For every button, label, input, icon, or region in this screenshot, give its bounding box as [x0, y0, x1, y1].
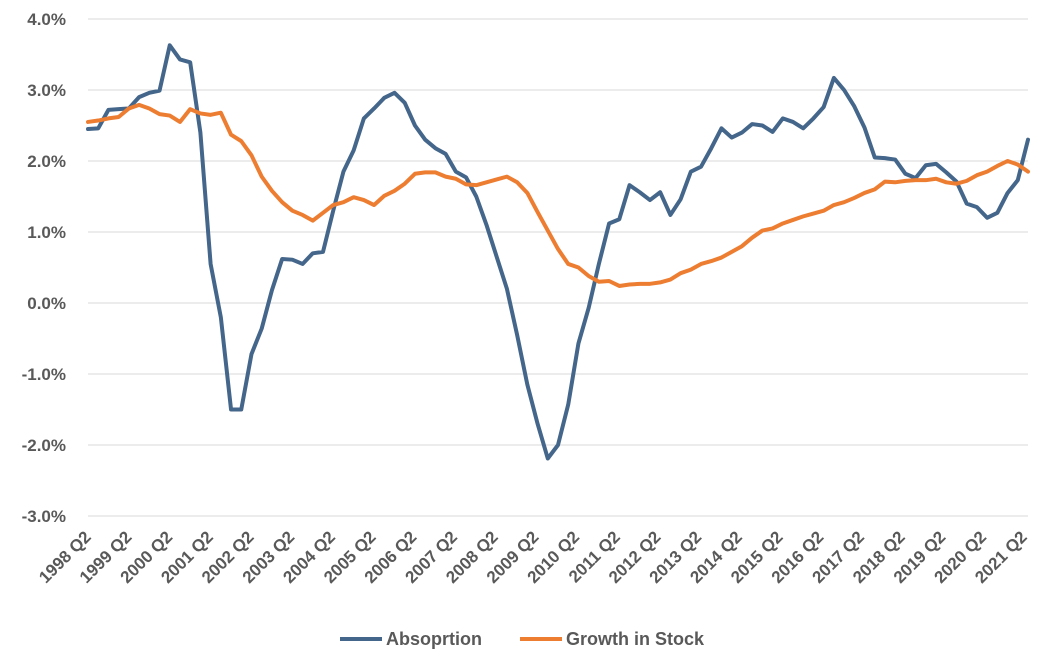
legend-label-growth-in-stock: Growth in Stock	[566, 629, 705, 649]
series-lines	[86, 43, 1030, 461]
y-tick-label: 1.0%	[27, 223, 66, 242]
series-line-growth-in-stock	[86, 102, 1030, 288]
y-tick-label: 4.0%	[27, 10, 66, 29]
y-tick-label: -1.0%	[22, 365, 66, 384]
y-tick-label: 2.0%	[27, 152, 66, 171]
y-tick-label: -2.0%	[22, 436, 66, 455]
series-line-absoprtion	[86, 43, 1030, 461]
y-tick-label: 0.0%	[27, 294, 66, 313]
y-axis-ticks: 4.0% 3.0% 2.0% 1.0% 0.0% -1.0% -2.0% -3.0%	[22, 10, 66, 526]
y-tick-label: -3.0%	[22, 507, 66, 526]
legend-label-absoprtion: Absoprtion	[386, 629, 482, 649]
legend: Absoprtion Growth in Stock	[340, 629, 705, 649]
gridlines	[88, 18, 1028, 517]
y-tick-label: 3.0%	[27, 81, 66, 100]
